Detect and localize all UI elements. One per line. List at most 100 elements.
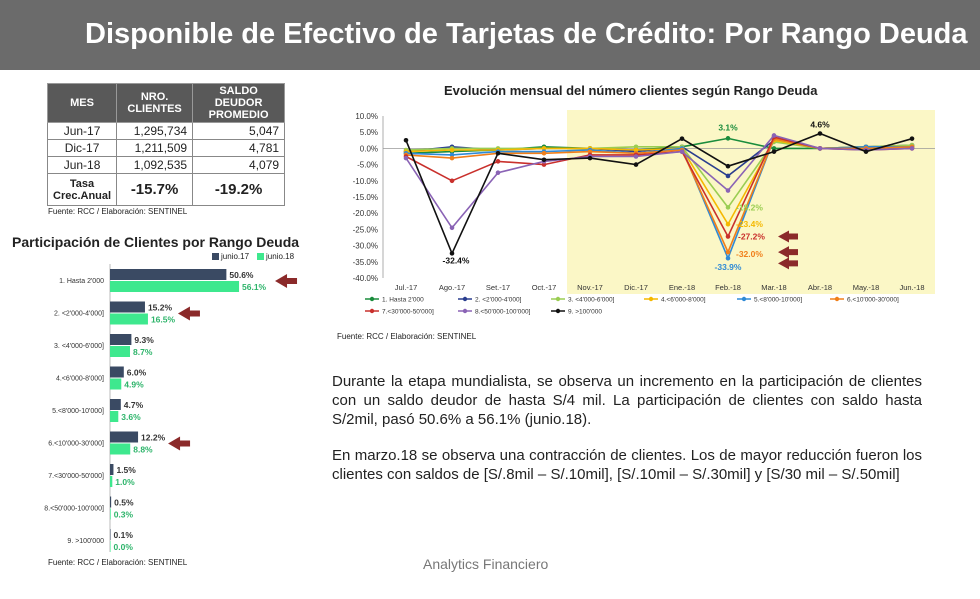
col-header-clientes: NRO. CLIENTES: [116, 83, 194, 123]
col-header-mes: MES: [46, 83, 118, 123]
annotation-label: -32.0%: [736, 249, 763, 259]
legend-marker: [555, 308, 561, 314]
legend-marker: [834, 296, 840, 302]
x-tick-label: Set.-17: [486, 283, 510, 292]
table-row: Jun-18 1,092,535 4,079: [46, 156, 286, 174]
bar-value-label-junio18: 3.6%: [121, 412, 141, 422]
bar-value-label-junio18: 56.1%: [242, 282, 267, 292]
bar-category-label: 6.<10'000-30'000]: [48, 441, 104, 448]
bar-junio18: [110, 508, 111, 520]
bar-value-label-junio18: 8.7%: [133, 347, 153, 357]
legend-label: 6.<10'000-30'000]: [847, 297, 899, 304]
y-tick-label: -25.0%: [353, 225, 378, 234]
series-point: [449, 152, 455, 158]
bar-junio18: [110, 313, 148, 325]
growth-saldo: -19.2%: [192, 173, 286, 206]
bar-value-label-junio17: 12.2%: [141, 433, 166, 443]
legend-marker: [648, 296, 654, 302]
bar-junio17: [110, 529, 111, 540]
highlight-arrow-icon: [177, 306, 200, 321]
bar-category-label: 4.<6'000-8'000]: [56, 376, 104, 383]
series-point: [587, 155, 593, 161]
series-point: [403, 138, 409, 143]
legend-label: 8.<50'000-100'000]: [475, 309, 531, 316]
bar-value-label-junio17: 50.6%: [229, 270, 254, 280]
bar-value-label-junio17: 0.5%: [114, 498, 134, 508]
series-point: [495, 170, 501, 175]
series-line: [405, 134, 913, 230]
source-note-bars: Fuente: RCC / Elaboración: SENTINEL: [48, 558, 188, 567]
page-title: Disponible de Efectivo de Tarjetas de Cr…: [85, 18, 968, 50]
highlight-arrow-icon: [778, 230, 798, 243]
bar-value-label-junio18: 16.5%: [151, 315, 176, 325]
table-cell: Jun-18: [46, 156, 118, 174]
series-point: [863, 149, 869, 154]
x-tick-label: Ago.-17: [439, 283, 465, 292]
bar-junio17: [110, 496, 112, 508]
header-bar: Disponible de Efectivo de Tarjetas de Cr…: [0, 0, 980, 70]
y-tick-label: -30.0%: [353, 242, 378, 251]
series-point: [633, 154, 639, 159]
series-point: [725, 249, 731, 255]
series-point: [725, 136, 731, 141]
annotation-label: -18.2%: [736, 202, 763, 212]
series-point: [449, 225, 455, 231]
bar-chart-legend: junio.17 junio.18: [212, 252, 294, 261]
bar-category-label: 1. Hasta 2'000: [59, 278, 104, 285]
bar-value-label-junio18: 1.0%: [115, 477, 135, 487]
highlight-region: [567, 110, 935, 294]
footer-brand: Analytics Financiero: [423, 556, 549, 572]
bar-junio18: [110, 443, 131, 455]
table-cell: 1,211,509: [116, 139, 194, 157]
y-tick-label: -35.0%: [353, 258, 378, 267]
legend-item-junio18: junio.18: [257, 252, 294, 261]
series-point: [725, 163, 731, 169]
line-chart-title: Evolución mensual del número clientes se…: [444, 83, 818, 98]
bar-category-label: 5.<8'000-10'000]: [52, 408, 104, 415]
legend-label: 3. <4'000-6'000]: [568, 297, 615, 304]
series-point: [449, 251, 455, 256]
bar-value-label-junio17: 6.0%: [127, 368, 147, 378]
x-tick-label: Abr.-18: [808, 283, 832, 292]
col-header-saldo: SALDO DEUDOR PROMEDIO: [192, 83, 286, 123]
table-row: Dic-17 1,211,509 4,781: [46, 139, 286, 157]
bar-value-label-junio17: 1.5%: [116, 465, 136, 475]
bar-category-label: 3. <4'000-6'000]: [54, 343, 104, 350]
table-cell: 4,781: [192, 139, 286, 157]
bar-value-label-junio17: 9.3%: [134, 335, 154, 345]
series-point: [679, 149, 685, 154]
y-tick-label: -40.0%: [353, 274, 378, 283]
bar-value-label-junio18: 0.3%: [114, 510, 134, 520]
series-point: [909, 146, 915, 151]
legend-label: 9. >100'000: [568, 309, 602, 316]
commentary-paragraph-2: En marzo.18 se observa una contracción d…: [332, 447, 922, 483]
table-growth-row: Tasa Crec.Anual -15.7% -19.2%: [46, 173, 286, 206]
bar-value-label-junio17: 4.7%: [124, 400, 144, 410]
bar-junio18: [110, 476, 113, 487]
y-tick-label: -10.0%: [353, 177, 378, 186]
series-point: [541, 146, 547, 151]
series-point: [725, 234, 731, 239]
y-tick-label: 10.0%: [355, 112, 378, 121]
bar-junio17: [110, 334, 132, 345]
annotation-label: 4.6%: [810, 119, 830, 129]
table-cell: 4,079: [192, 156, 286, 174]
series-point: [679, 136, 685, 141]
table-cell: 1,092,535: [116, 156, 194, 174]
series-point: [633, 144, 639, 150]
annotation-label: -23.4%: [736, 219, 763, 229]
legend-label: 1. Hasta 2'000: [382, 297, 424, 304]
bar-chart-title: Participación de Clientes por Rango Deud…: [12, 234, 300, 250]
legend-item-junio17: junio.17: [212, 252, 249, 261]
bar-junio18: [110, 541, 111, 552]
table-cell: 5,047: [192, 122, 286, 140]
bar-junio17: [110, 301, 145, 313]
table-cell: 1,295,734: [116, 122, 194, 140]
series-point: [633, 147, 639, 153]
bar-category-label: 2. <2'000-4'000]: [54, 311, 104, 318]
series-point: [909, 136, 915, 141]
x-tick-label: Feb.-18: [715, 283, 741, 292]
evolution-line-chart: 10.0% 5.0% 0.0% -5.0% -10.0% -15.0% -20.0% -25.…: [353, 110, 935, 316]
bar-junio18: [110, 378, 122, 390]
participation-bar-chart: 1. Hasta 2'000 50.6% 56.1% 2. <2'000-4'000]…: [44, 264, 298, 552]
